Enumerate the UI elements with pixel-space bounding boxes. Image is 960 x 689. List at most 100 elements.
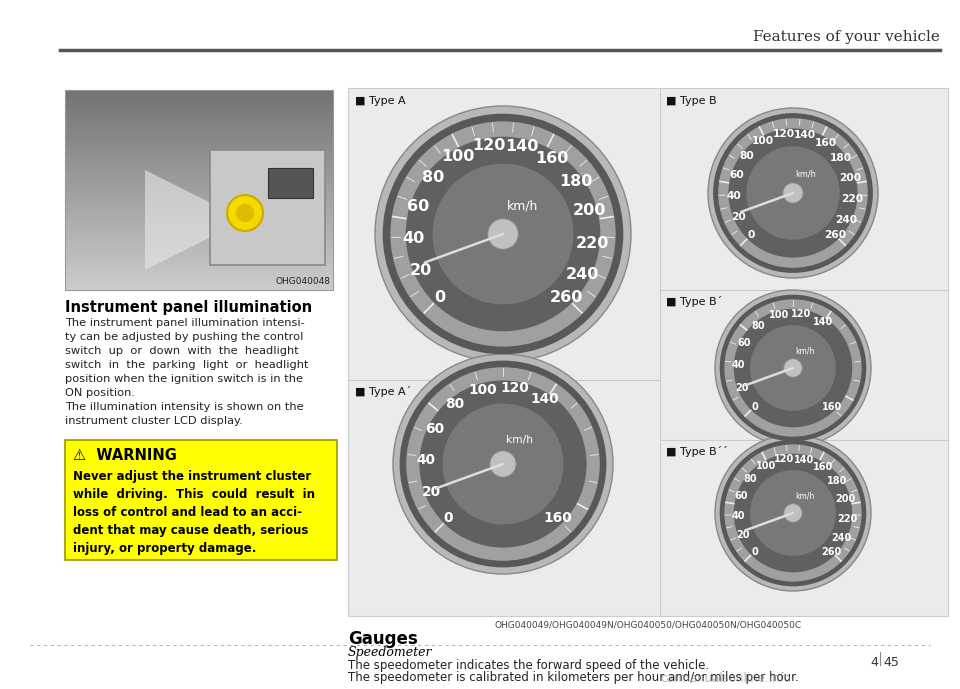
Circle shape <box>383 114 623 354</box>
Text: 80: 80 <box>422 170 444 185</box>
Text: 40: 40 <box>417 453 436 467</box>
Bar <box>65 275 333 276</box>
Text: dent that may cause death, serious: dent that may cause death, serious <box>73 524 308 537</box>
Bar <box>65 163 333 164</box>
Bar <box>65 97 333 98</box>
Circle shape <box>750 470 836 556</box>
Text: switch  in  the  parking  light  or  headlight: switch in the parking light or headlight <box>65 360 308 370</box>
Bar <box>65 264 333 265</box>
Bar <box>65 139 333 140</box>
Bar <box>65 171 333 172</box>
Bar <box>65 225 333 226</box>
Text: 140: 140 <box>794 455 814 464</box>
Bar <box>65 212 333 213</box>
Bar <box>65 160 333 161</box>
Circle shape <box>433 163 573 305</box>
Text: 0: 0 <box>444 511 453 526</box>
Bar <box>65 191 333 192</box>
Bar <box>65 99 333 100</box>
Text: 260: 260 <box>824 230 846 240</box>
Bar <box>65 168 333 169</box>
Text: 120: 120 <box>501 381 529 395</box>
Bar <box>65 216 333 217</box>
Bar <box>65 217 333 218</box>
Bar <box>65 233 333 234</box>
Bar <box>65 173 333 174</box>
Bar <box>65 166 333 167</box>
Text: km/h: km/h <box>795 347 814 356</box>
Bar <box>65 115 333 116</box>
Bar <box>65 268 333 269</box>
Bar <box>65 108 333 109</box>
Bar <box>65 234 333 235</box>
Bar <box>65 133 333 134</box>
Bar <box>65 152 333 153</box>
Bar <box>65 208 333 209</box>
Bar <box>65 107 333 108</box>
Bar <box>268 168 313 198</box>
Text: 20: 20 <box>732 212 746 222</box>
Text: Gauges: Gauges <box>348 630 418 648</box>
Text: 180: 180 <box>830 153 852 163</box>
Bar <box>65 248 333 249</box>
Circle shape <box>375 106 631 362</box>
Bar <box>65 109 333 110</box>
Text: The instrument panel illumination intensi-: The instrument panel illumination intens… <box>65 318 304 328</box>
Bar <box>65 174 333 175</box>
Bar <box>65 190 333 191</box>
Bar <box>65 223 333 224</box>
Bar <box>65 200 333 201</box>
Text: 180: 180 <box>559 174 592 189</box>
Circle shape <box>406 367 600 561</box>
Text: ON position.: ON position. <box>65 388 135 398</box>
Circle shape <box>406 136 600 331</box>
Text: ■ Type B´´: ■ Type B´´ <box>666 446 728 457</box>
Bar <box>65 289 333 290</box>
Text: position when the ignition switch is in the: position when the ignition switch is in … <box>65 374 303 384</box>
Bar <box>65 138 333 139</box>
Bar <box>65 98 333 99</box>
Bar <box>65 284 333 285</box>
Text: 180: 180 <box>827 476 848 486</box>
Bar <box>65 276 333 277</box>
Text: 160: 160 <box>814 138 836 148</box>
Text: ■ Type B: ■ Type B <box>666 96 716 106</box>
Bar <box>65 219 333 220</box>
Bar <box>65 182 333 183</box>
Circle shape <box>490 451 516 477</box>
Text: 160: 160 <box>543 511 572 526</box>
Bar <box>65 136 333 137</box>
Bar <box>65 266 333 267</box>
Bar <box>65 196 333 197</box>
Bar <box>65 249 333 250</box>
Text: The illumination intensity is shown on the: The illumination intensity is shown on t… <box>65 402 303 412</box>
Bar <box>65 240 333 241</box>
Bar <box>65 141 333 142</box>
Bar <box>65 230 333 231</box>
Bar <box>65 101 333 102</box>
Text: 20: 20 <box>421 484 441 499</box>
Bar <box>65 142 333 143</box>
Bar <box>65 244 333 245</box>
Bar <box>65 161 333 162</box>
Bar <box>65 179 333 180</box>
Bar <box>65 213 333 214</box>
Bar <box>65 258 333 259</box>
Bar <box>65 206 333 207</box>
Bar <box>65 262 333 263</box>
Bar <box>65 170 333 171</box>
Bar <box>65 125 333 126</box>
Text: OHG040048: OHG040048 <box>275 277 330 286</box>
Bar <box>65 282 333 283</box>
Bar <box>65 132 333 133</box>
Circle shape <box>733 454 852 573</box>
Bar <box>65 261 333 262</box>
Circle shape <box>750 325 836 411</box>
Circle shape <box>718 119 868 268</box>
Bar <box>65 172 333 173</box>
Text: ■ Type B´: ■ Type B´ <box>666 296 722 307</box>
Bar <box>65 186 333 187</box>
Circle shape <box>708 108 878 278</box>
Circle shape <box>713 113 873 273</box>
Text: 0: 0 <box>747 230 755 240</box>
